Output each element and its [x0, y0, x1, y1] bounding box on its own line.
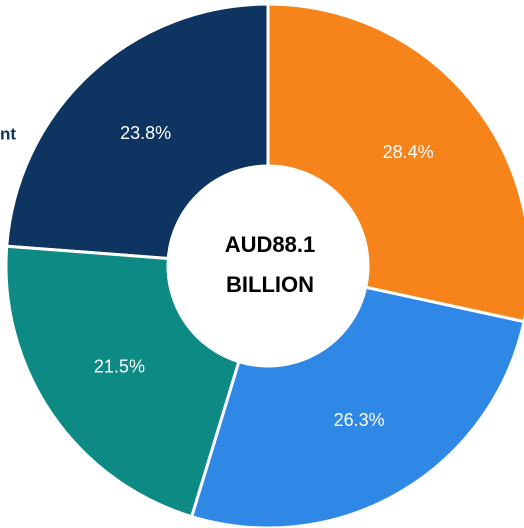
donut-slice — [266, 2, 524, 324]
donut-slice — [189, 285, 524, 528]
donut-slice — [4, 244, 241, 519]
value-label: 26.3% — [334, 410, 385, 430]
value-label: 28.4% — [383, 142, 434, 162]
center-label: AUD88.1 — [225, 232, 315, 257]
value-label: 21.5% — [94, 356, 145, 376]
donut-slice — [5, 2, 270, 261]
center-label: BILLION — [226, 272, 314, 297]
legend-label-fragment: nt — [0, 124, 16, 143]
value-label: 23.8% — [120, 123, 171, 143]
